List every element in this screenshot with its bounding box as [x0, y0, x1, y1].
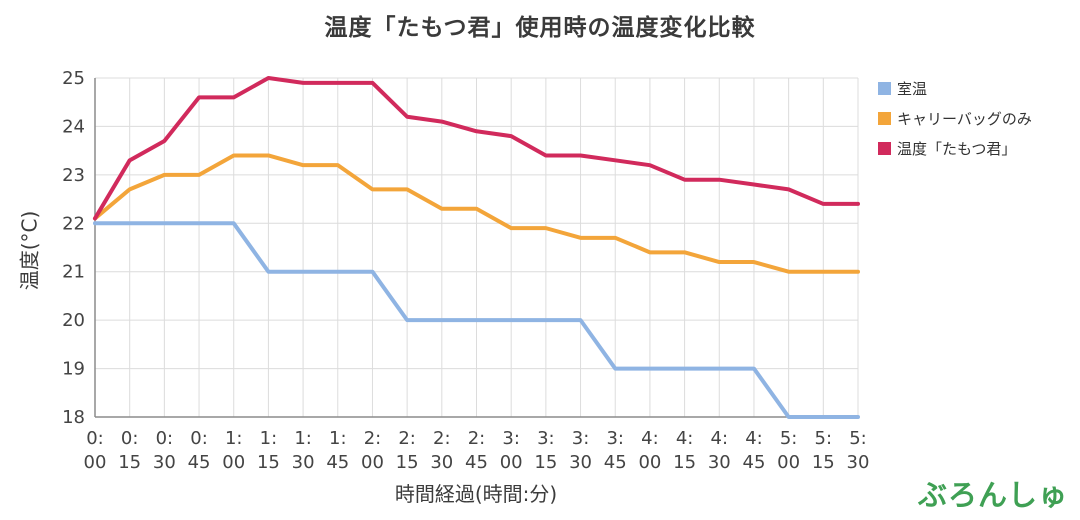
- x-tick-label-minute: 30: [153, 452, 176, 473]
- x-tick-label-minute: 45: [188, 452, 211, 473]
- legend-label: 室温: [897, 80, 928, 98]
- y-tick-label: 25: [62, 68, 85, 89]
- legend-label: 温度「たもつ君」: [897, 140, 1017, 158]
- x-tick-label-hour: 4:: [711, 428, 729, 449]
- x-tick-label-minute: 00: [638, 452, 661, 473]
- series-line: [93, 76, 860, 221]
- x-tick-label-hour: 1:: [294, 428, 312, 449]
- x-tick-label-hour: 0:: [86, 428, 104, 449]
- y-tick-label: 24: [62, 116, 85, 137]
- y-tick-label: 21: [62, 262, 85, 283]
- x-tick-label-minute: 45: [604, 452, 627, 473]
- legend-swatch: [878, 142, 891, 155]
- y-tick-label: 22: [62, 213, 85, 234]
- x-axis-label: 時間経過(時間:分): [394, 482, 558, 506]
- legend-swatch: [878, 112, 891, 125]
- legend-item: 室温: [878, 78, 1032, 99]
- x-tick-label-minute: 30: [847, 452, 870, 473]
- x-tick-label-hour: 3:: [572, 428, 590, 449]
- x-tick-label-hour: 4:: [641, 428, 659, 449]
- x-tick-label-minute: 15: [396, 452, 419, 473]
- x-tick-label-minute: 00: [222, 452, 245, 473]
- x-tick-label-minute: 00: [777, 452, 800, 473]
- x-tick-label-minute: 45: [465, 452, 488, 473]
- x-tick-label-minute: 15: [812, 452, 835, 473]
- x-tick-label-hour: 4:: [676, 428, 694, 449]
- x-tick-label-minute: 30: [430, 452, 453, 473]
- y-tick-label: 18: [62, 407, 85, 428]
- y-tick-label: 23: [62, 165, 85, 186]
- x-tick-label-hour: 5:: [780, 428, 798, 449]
- chart-title: 温度「たもつ君」使用時の温度変化比較: [324, 15, 756, 41]
- x-tick-label-hour: 0:: [190, 428, 208, 449]
- legend: 室温キャリーバッグのみ 温度「たもつ君」: [878, 78, 1032, 159]
- x-tick-label-minute: 15: [118, 452, 141, 473]
- legend-item: 温度「たもつ君」: [878, 138, 1032, 159]
- x-tick-label-hour: 0:: [121, 428, 139, 449]
- x-tick-label-hour: 1:: [260, 428, 278, 449]
- x-tick-label-minute: 30: [292, 452, 315, 473]
- x-tick-label-hour: 1:: [329, 428, 347, 449]
- legend-item: キャリーバッグのみ: [878, 108, 1032, 129]
- legend-label: キャリーバッグのみ: [897, 110, 1032, 128]
- x-tick-label-minute: 45: [743, 452, 766, 473]
- x-tick-label-hour: 2:: [468, 428, 486, 449]
- x-tick-label-hour: 3:: [606, 428, 624, 449]
- x-tick-label-hour: 1:: [225, 428, 243, 449]
- x-tick-label-hour: 3:: [537, 428, 555, 449]
- watermark-logo: ぶろんしゅ: [917, 478, 1068, 512]
- series-line: [93, 153, 860, 274]
- legend-swatch: [878, 82, 891, 95]
- y-tick-label: 20: [62, 310, 85, 331]
- x-tick-label-hour: 2:: [433, 428, 451, 449]
- x-tick-label-minute: 15: [257, 452, 280, 473]
- x-tick-label-minute: 45: [326, 452, 349, 473]
- x-tick-label-minute: 00: [500, 452, 523, 473]
- x-tick-label-hour: 5:: [815, 428, 833, 449]
- x-tick-label-hour: 2:: [364, 428, 382, 449]
- x-tick-label-minute: 30: [569, 452, 592, 473]
- x-tick-label-minute: 00: [361, 452, 384, 473]
- y-axis-label: 温度(°C): [17, 210, 42, 291]
- x-tick-label-minute: 15: [673, 452, 696, 473]
- y-tick-label: 19: [62, 359, 85, 380]
- x-tick-label-hour: 5:: [849, 428, 867, 449]
- x-tick-label-hour: 2:: [398, 428, 416, 449]
- x-tick-label-minute: 30: [708, 452, 731, 473]
- x-tick-label-minute: 15: [534, 452, 557, 473]
- x-tick-label-hour: 3:: [502, 428, 520, 449]
- x-tick-label-minute: 00: [84, 452, 107, 473]
- x-tick-label-hour: 0:: [156, 428, 174, 449]
- x-tick-label-hour: 4:: [745, 428, 763, 449]
- series-line: [93, 221, 860, 419]
